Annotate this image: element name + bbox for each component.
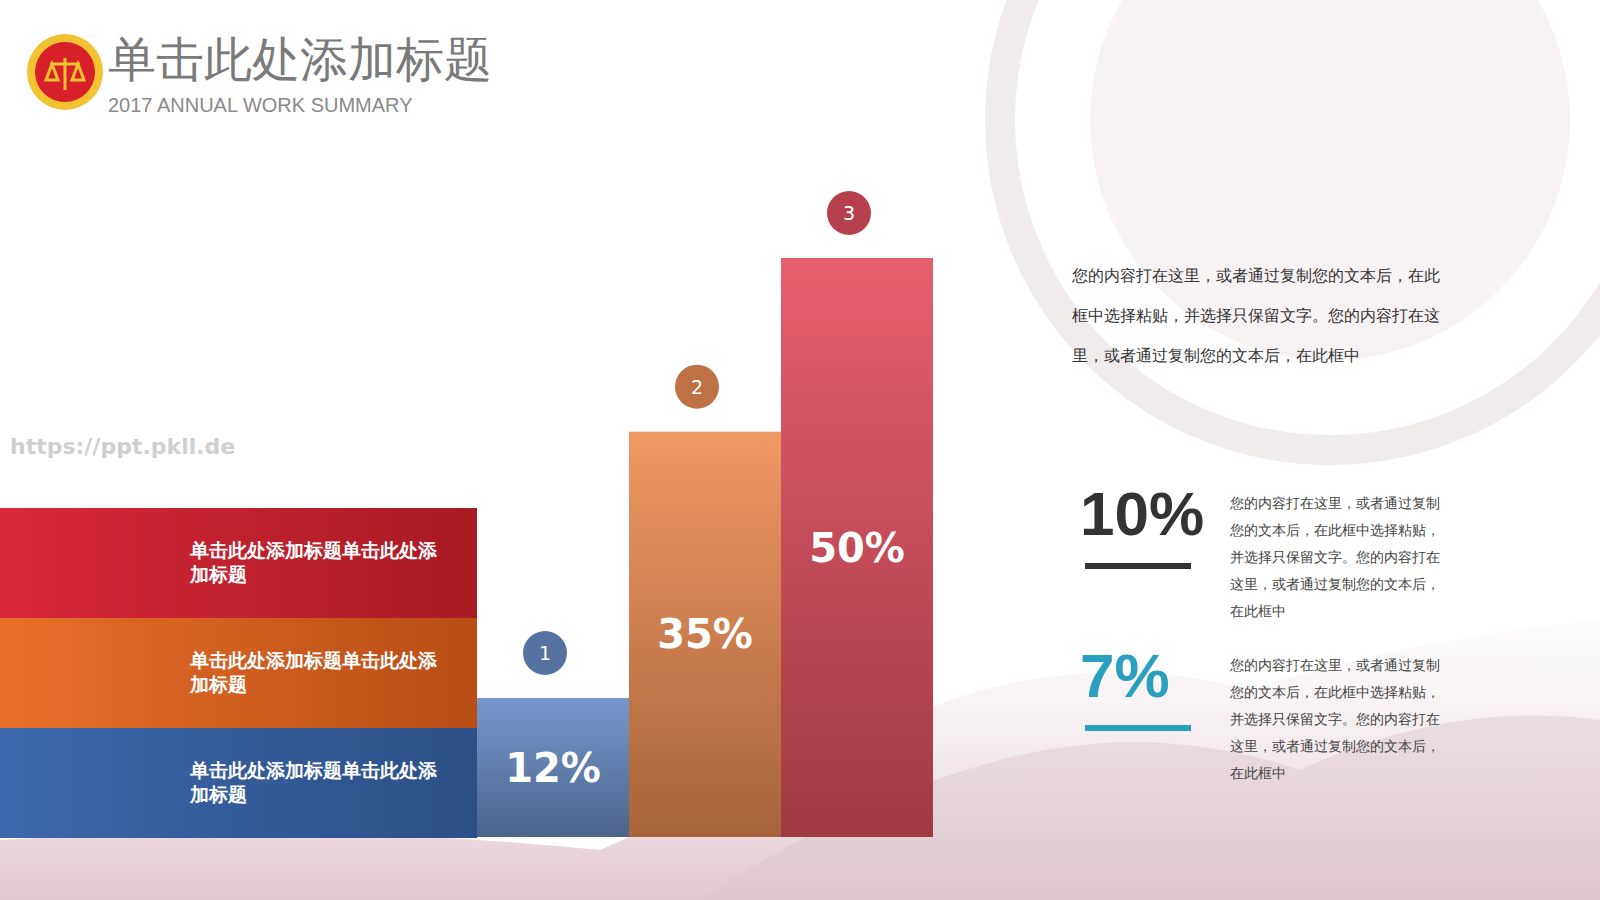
band-label: 单击此处添加标题单击此处添加标题 — [190, 538, 440, 586]
band — [0, 728, 477, 838]
band-label: 单击此处添加标题单击此处添加标题 — [190, 648, 440, 696]
category-badge — [675, 365, 719, 409]
watermark: https://ppt.pkll.de — [10, 434, 235, 459]
bar — [781, 258, 933, 837]
band — [0, 618, 477, 728]
category-badge — [827, 191, 871, 235]
category-badge — [523, 631, 567, 675]
band — [0, 508, 477, 618]
category-label: 2 — [691, 376, 703, 398]
bar — [629, 432, 781, 837]
category-label: 1 — [539, 642, 551, 664]
band-label: 单击此处添加标题单击此处添加标题 — [190, 758, 440, 806]
stat-text: 您的内容打在这里，或者通过复制您的文本后，在此框中选择粘贴，并选择只保留文字。您… — [1230, 490, 1445, 625]
stat-underline — [1085, 563, 1191, 569]
stat-value: 7% — [1080, 640, 1170, 711]
bar-annotations: 1 12% 2 35% 3 50% — [505, 191, 905, 791]
title: 单击此处添加标题 — [108, 28, 492, 92]
stat-value: 10% — [1080, 478, 1204, 549]
subtitle: 2017 ANNUAL WORK SUMMARY — [108, 94, 413, 117]
bar — [477, 698, 629, 837]
ornament — [1000, 0, 1600, 450]
stat-underline — [1085, 725, 1191, 731]
emblem-ring — [27, 34, 103, 110]
emblem — [27, 34, 103, 110]
bars — [477, 258, 933, 837]
category-label: 3 — [843, 202, 855, 224]
data-label: 35% — [657, 611, 753, 657]
data-label: 50% — [809, 525, 905, 571]
emblem-scale — [46, 58, 84, 90]
description: 您的内容打在这里，或者通过复制您的文本后，在此框中选择粘贴，并选择只保留文字。您… — [1072, 256, 1452, 376]
data-label: 12% — [505, 745, 601, 791]
background — [0, 0, 1600, 900]
emblem-core — [35, 42, 95, 102]
stat-text: 您的内容打在这里，或者通过复制您的文本后，在此框中选择粘贴，并选择只保留文字。您… — [1230, 652, 1445, 787]
